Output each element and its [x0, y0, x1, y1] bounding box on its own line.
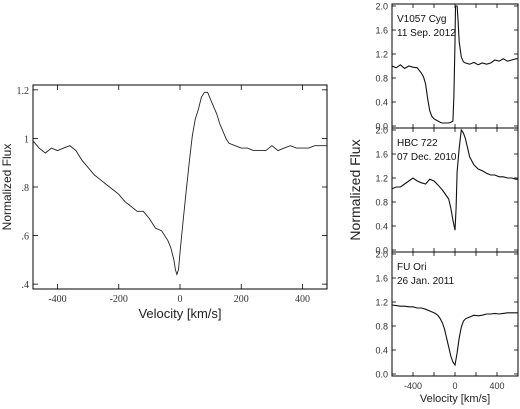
right-x-axis-label: Velocity [km/s] — [420, 393, 490, 405]
panel-annotation: 11 Sep. 2012 — [397, 28, 456, 39]
y-tick-label: 2.0 — [375, 126, 388, 136]
y-tick-label: 1.2 — [375, 174, 388, 184]
y-tick-label: 1.6 — [375, 26, 388, 36]
left-x-tick-label: -400 — [48, 294, 66, 305]
panel-fu-ori: 0.0 0.4 0.8 1.2 1.6 2.0 FU Ori 26 Jan. 2011 -400… — [375, 250, 519, 391]
y-tick-label: 1.2 — [375, 50, 388, 60]
y-tick-label: 0.8 — [375, 322, 388, 332]
left-plot-frame — [32, 84, 328, 290]
right-y-axis-label: Normalized Flux — [347, 139, 363, 240]
spectrum-line — [392, 304, 518, 367]
y-tick-label: 0.4 — [375, 98, 388, 108]
y-tick-label: 1.6 — [375, 274, 388, 284]
left-x-tick-label: 200 — [234, 294, 249, 305]
left-spectrum-line — [32, 91, 327, 276]
left-x-tick-label: 400 — [295, 294, 310, 305]
y-tick-label: 0.0 — [375, 246, 388, 256]
left-y-tick-label: 1.2 — [17, 86, 30, 97]
left-y-tick-label: .4 — [22, 280, 30, 291]
left-spectrum-panel: -400 -200 0 200 400 .4 .6 .8 1 1.2 Velocity [km/s… — [0, 84, 328, 321]
y-tick-label: 0.8 — [375, 74, 388, 84]
panel-annotation: FU Ori — [397, 262, 426, 273]
left-y-tick-label: .6 — [22, 232, 30, 243]
left-x-axis-label: Velocity [km/s] — [138, 306, 221, 321]
left-y-tick-label: .8 — [22, 183, 30, 194]
y-tick-label: 0.0 — [375, 370, 388, 380]
left-x-tick-label: 0 — [178, 294, 183, 305]
left-y-tick-label: 1 — [24, 134, 29, 145]
panel-annotation: HBC 722 — [397, 138, 438, 149]
panel-annotation: 26 Jan. 2011 — [397, 276, 455, 287]
x-tick-label: 0 — [452, 381, 457, 391]
y-tick-label: 0.4 — [375, 346, 388, 356]
left-axis-ticks: -400 -200 0 200 400 .4 .6 .8 1 1.2 — [17, 85, 327, 305]
y-tick-label: 0.8 — [375, 198, 388, 208]
x-tick-label: -400 — [404, 381, 422, 391]
panel-hbc-722: 0.0 0.4 0.8 1.2 1.6 2.0 HBC 722 07 Dec. 2010 — [375, 126, 519, 256]
left-x-tick-label: -200 — [110, 294, 128, 305]
spectrum-line — [392, 5, 518, 124]
y-tick-label: 1.6 — [375, 150, 388, 160]
panel-annotation: 07 Dec. 2010 — [397, 152, 457, 163]
spectrum-line — [392, 128, 518, 231]
x-tick-label: 400 — [489, 381, 504, 391]
y-tick-label: 0.0 — [375, 122, 388, 132]
panel-annotation: V1057 Cyg — [397, 14, 446, 25]
y-tick-label: 2.0 — [375, 250, 388, 260]
panel-v1057-cyg: 0.0 0.4 0.8 1.2 1.6 2.0 V1057 Cyg 11 Sep. 2012 — [375, 2, 519, 132]
y-tick-label: 1.2 — [375, 298, 388, 308]
y-tick-label: 0.4 — [375, 222, 388, 232]
y-tick-label: 2.0 — [375, 2, 388, 12]
left-y-axis-label: Normalized Flux — [0, 144, 14, 231]
